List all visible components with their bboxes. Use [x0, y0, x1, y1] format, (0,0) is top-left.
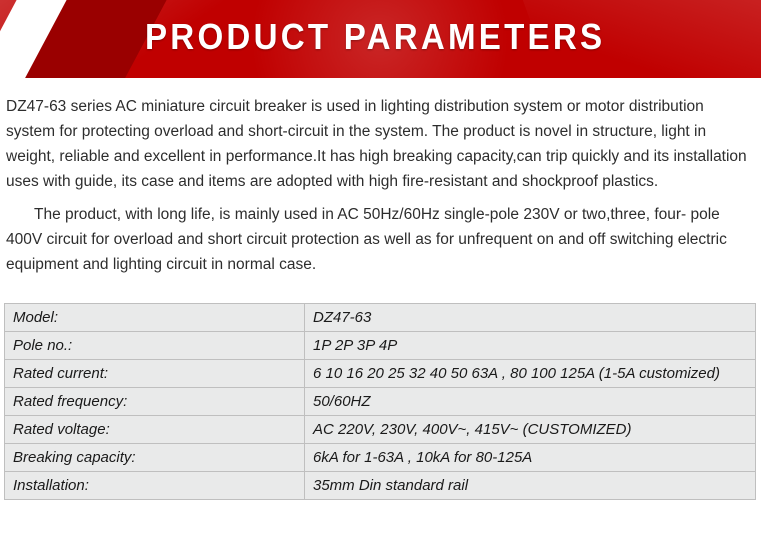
spec-key: Breaking capacity:: [5, 444, 305, 472]
description-block: DZ47-63 series AC miniature circuit brea…: [0, 78, 761, 297]
spec-value: 6 10 16 20 25 32 40 50 63A , 80 100 125A…: [305, 360, 756, 388]
spec-table: Model:DZ47-63Pole no.:1P 2P 3P 4PRated c…: [4, 303, 756, 500]
table-row: Pole no.:1P 2P 3P 4P: [5, 332, 756, 360]
spec-value: 1P 2P 3P 4P: [305, 332, 756, 360]
table-row: Rated voltage:AC 220V, 230V, 400V~, 415V…: [5, 416, 756, 444]
spec-key: Installation:: [5, 472, 305, 500]
spec-key: Rated frequency:: [5, 388, 305, 416]
spec-table-body: Model:DZ47-63Pole no.:1P 2P 3P 4PRated c…: [5, 304, 756, 500]
description-paragraph-2: The product, with long life, is mainly u…: [6, 202, 755, 277]
banner-title: PRODUCT PARAMETERS: [145, 16, 605, 58]
table-row: Rated frequency:50/60HZ: [5, 388, 756, 416]
spec-value: AC 220V, 230V, 400V~, 415V~ (CUSTOMIZED): [305, 416, 756, 444]
table-row: Rated current:6 10 16 20 25 32 40 50 63A…: [5, 360, 756, 388]
table-row: Installation:35mm Din standard rail: [5, 472, 756, 500]
spec-key: Model:: [5, 304, 305, 332]
description-paragraph-1: DZ47-63 series AC miniature circuit brea…: [6, 94, 755, 194]
spec-value: 6kA for 1-63A , 10kA for 80-125A: [305, 444, 756, 472]
spec-key: Rated current:: [5, 360, 305, 388]
spec-key: Rated voltage:: [5, 416, 305, 444]
table-row: Breaking capacity:6kA for 1-63A , 10kA f…: [5, 444, 756, 472]
table-row: Model:DZ47-63: [5, 304, 756, 332]
banner-slash-graphic: [0, 0, 130, 78]
spec-value: 35mm Din standard rail: [305, 472, 756, 500]
spec-key: Pole no.:: [5, 332, 305, 360]
banner: PRODUCT PARAMETERS: [0, 0, 761, 78]
spec-value: DZ47-63: [305, 304, 756, 332]
spec-value: 50/60HZ: [305, 388, 756, 416]
